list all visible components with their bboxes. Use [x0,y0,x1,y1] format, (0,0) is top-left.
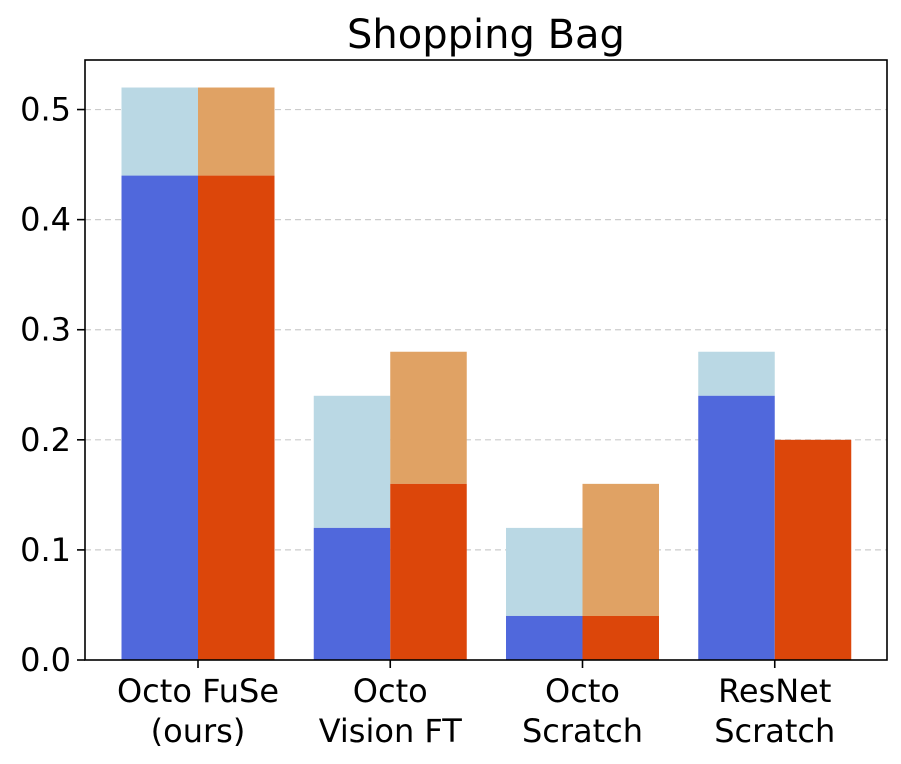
x-tick-label-1-1: Vision FT [319,712,463,750]
bar-base-1-0 [313,527,391,660]
bar-base-0-0 [121,175,198,661]
bar-top-0-1 [198,87,275,176]
bar-base-1-1 [390,483,467,660]
y-axis: 0.0 0.1 0.2 0.3 0.4 0.5 [20,91,85,679]
bar-top-2-0 [506,527,583,616]
y-tick-label-5: 0.5 [20,91,71,129]
bar-top-0-0 [121,87,198,176]
bar-top-2-1 [582,483,659,616]
bars [121,87,852,661]
bar-base-3-0 [698,395,775,660]
bar-top-1-0 [313,395,391,528]
x-tick-label-2-0: Octo [545,672,620,710]
x-tick-label-0-0: Octo FuSe [117,672,279,710]
bar-base-2-0 [506,615,583,660]
x-tick-label-3-1: Scratch [714,712,835,750]
x-tick-label-1-0: Octo [353,672,428,710]
y-tick-label-0: 0.0 [20,641,71,679]
bar-base-3-1 [774,439,852,660]
bar-base-2-1 [582,615,659,660]
bar-top-3-0 [698,351,775,396]
y-tick-label-3: 0.3 [20,311,71,349]
chart-title: Shopping Bag [347,12,625,58]
y-tick-label-2: 0.2 [20,421,71,459]
y-tick-label-1: 0.1 [20,531,71,569]
x-tick-label-3-0: ResNet [718,672,831,710]
plot-frame [84,59,888,661]
x-tick-label-0-1: (ours) [151,712,246,750]
bar-top-1-1 [390,351,467,484]
y-tick-label-4: 0.4 [20,201,71,239]
bar-base-0-1 [198,175,275,661]
x-tick-label-2-1: Scratch [522,712,643,750]
